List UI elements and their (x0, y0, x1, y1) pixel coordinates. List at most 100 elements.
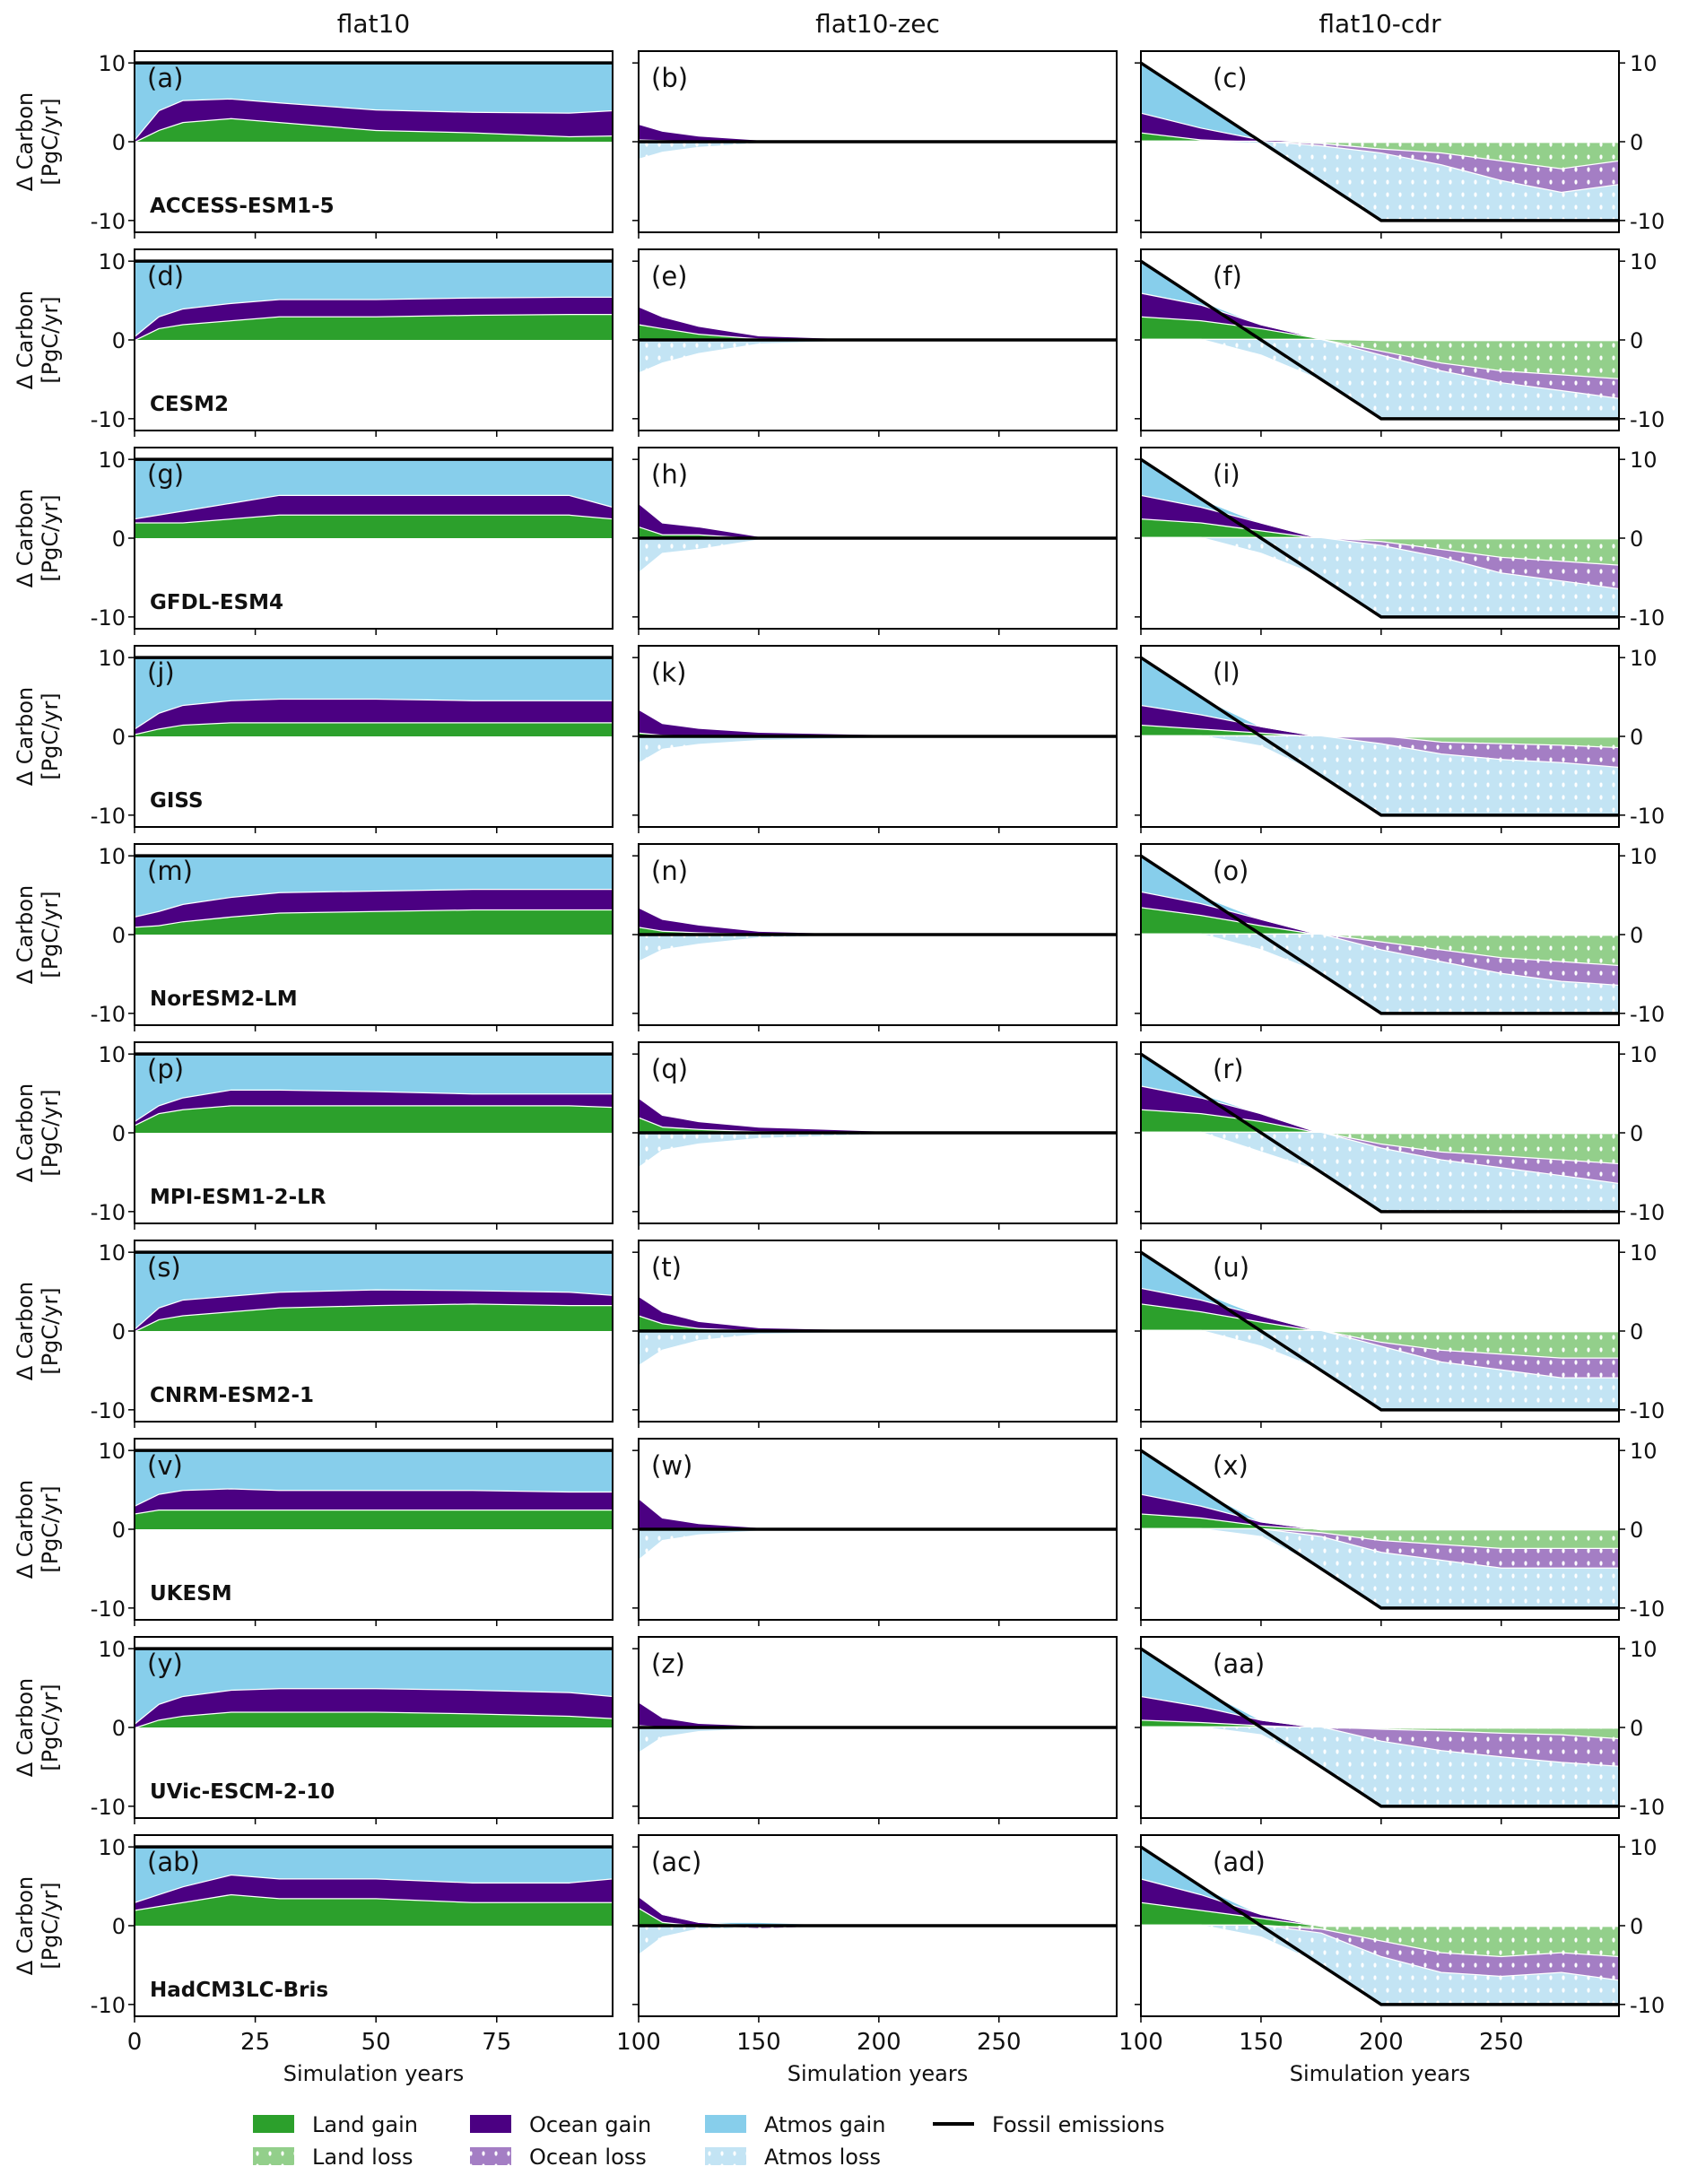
panel-label: (p) (147, 1054, 184, 1084)
model-name: CNRM-ESM2-1 (150, 1384, 314, 1407)
y-tick-label: 0 (112, 328, 126, 353)
panel: -10 0 10 (a) ACCESS-ESM1-5 (91, 50, 614, 239)
panel: -10 0 10 (s) CNRM-ESM2-1 (91, 1240, 614, 1428)
panel: (b) (632, 50, 1118, 239)
legend-label: Atmos loss (764, 2145, 881, 2170)
model-name: MPI-ESM1-2-LR (150, 1186, 326, 1209)
y-tick-label-right: 0 (1630, 725, 1643, 750)
panel: (n) (632, 843, 1118, 1031)
atmos-loss-area (1141, 736, 1619, 815)
y-axis-unit-label: [PgC/yr] (38, 296, 63, 383)
x-tick-label: 25 (240, 2029, 270, 2056)
panel: -10 0 10 (u) (1135, 1240, 1665, 1428)
land-loss-area (1141, 1529, 1619, 1549)
atmos-loss-edge (639, 1132, 1117, 1170)
fossil-emissions-line (1141, 259, 1619, 421)
y-tick-label-right: -10 (1630, 1200, 1665, 1225)
y-tick-label-right: 0 (1630, 1319, 1643, 1344)
ocean-gain-area (135, 98, 613, 142)
model-name: NorESM2-LM (150, 988, 298, 1011)
land-gain-area (639, 1315, 1117, 1331)
y-axis-label: Δ Carbon (13, 1678, 38, 1778)
panel-label: (v) (147, 1450, 183, 1481)
y-tick-label-right: -10 (1630, 1795, 1665, 1820)
ocean-gain-area (1141, 1085, 1619, 1133)
ocean-gain-area (639, 502, 1117, 538)
y-axis-unit-label: [PgC/yr] (38, 692, 63, 779)
panel-label: (c) (1213, 63, 1248, 93)
y-tick-label-right: -10 (1630, 605, 1665, 631)
legend-item-ocean-gain: Ocean gain (470, 2112, 651, 2137)
panel: -10 0 10 (r) (1135, 1041, 1665, 1230)
y-tick-label: 0 (112, 923, 126, 948)
ocean-gain-area (639, 123, 1117, 142)
panel-label: (ac) (651, 1847, 701, 1877)
x-tick-label: 100 (616, 2029, 661, 2056)
atmos-gain-area (135, 1847, 613, 1902)
panel: -10 0 10 (m) NorESM2-LM (91, 843, 614, 1031)
y-axis-unit-label: [PgC/yr] (38, 1287, 63, 1374)
panel: (k) (632, 645, 1118, 833)
atmos-gain-area (135, 63, 613, 140)
fossil-emissions-line (1141, 1052, 1619, 1214)
atmos-gain-edge (1141, 657, 1619, 738)
land-gain-area (1141, 316, 1619, 340)
land-gain-area (135, 722, 613, 736)
atmos-gain-area (135, 1450, 613, 1506)
y-tick-label: 10 (98, 646, 126, 671)
panel: -10 0 10 (v) UKESM (91, 1438, 614, 1626)
ocean-gain-area (639, 1701, 1117, 1727)
y-tick-label-right: 0 (1630, 923, 1643, 948)
atmos-loss-area (1141, 1727, 1619, 1806)
y-tick-label: -10 (91, 804, 126, 829)
panel: -10 0 10 (g) GFDL-ESM4 (91, 447, 614, 635)
model-name: GFDL-ESM4 (150, 591, 283, 614)
y-axis-label: Δ Carbon (13, 885, 38, 985)
y-tick-label-right: 10 (1630, 844, 1658, 869)
x-tick-label: 0 (127, 2029, 143, 2056)
x-axis-label: Simulation years (283, 2061, 465, 2086)
y-tick-label-right: -10 (1630, 209, 1665, 234)
y-tick-label: 10 (98, 1637, 126, 1662)
ocean-loss-area (1141, 340, 1619, 399)
y-tick-label-right: 0 (1630, 1121, 1643, 1146)
land-loss-area (1141, 935, 1619, 967)
y-axis-unit-label: [PgC/yr] (38, 98, 63, 185)
atmos-gain-edge (1141, 855, 1619, 936)
atmos-gain-area (135, 1649, 613, 1724)
x-tick-label: 200 (857, 2029, 901, 2056)
panel: -10 0 10 (c) (1135, 50, 1665, 239)
atmos-loss-area (1141, 1133, 1619, 1212)
atmos-loss-area (639, 1727, 1117, 1753)
panel: -10 0 10 (f) (1135, 248, 1665, 437)
legend-swatch (253, 2115, 294, 2133)
ocean-gain-edge (639, 1096, 1117, 1134)
legend-label: Atmos gain (764, 2112, 885, 2137)
legend-swatch (253, 2147, 294, 2165)
y-tick-label: 0 (112, 1716, 126, 1741)
atmos-loss-area (1141, 538, 1619, 617)
x-tick-label: 200 (1359, 2029, 1404, 2056)
x-axis-label: Simulation years (1290, 2061, 1471, 2086)
panel-label: (g) (147, 459, 184, 490)
ocean-gain-area (639, 1097, 1117, 1133)
y-tick-label-right: -10 (1630, 407, 1665, 432)
panel: (t) (632, 1240, 1118, 1428)
y-tick-label-right: 0 (1630, 526, 1643, 552)
land-loss-area (1141, 736, 1619, 749)
legend-item-atmos-loss: Atmos loss (705, 2145, 881, 2170)
ocean-gain-area (135, 1089, 613, 1126)
ocean-gain-area (639, 1295, 1117, 1331)
panel: -10 0 10 (j) GISS (91, 645, 614, 833)
panel-label: (w) (651, 1450, 692, 1481)
ocean-loss-area (1141, 1926, 1619, 1981)
atmos-loss-area (1141, 1529, 1619, 1608)
column-title: flat10 (337, 9, 410, 39)
x-tick-label: 250 (1479, 2029, 1524, 2056)
ocean-gain-area (639, 1497, 1117, 1529)
atmos-gain-area (135, 856, 613, 917)
land-gain-area (1141, 518, 1619, 538)
x-tick-label: 150 (736, 2029, 781, 2056)
panel: -10 0 10 (aa) (1135, 1636, 1665, 1824)
